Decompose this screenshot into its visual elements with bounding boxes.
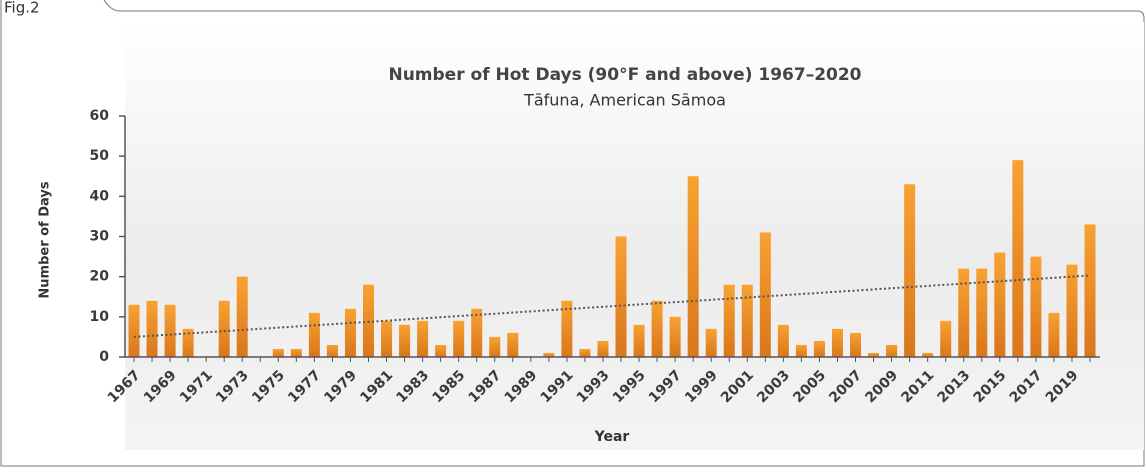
bar [850,332,862,357]
bar [1012,160,1024,357]
y-tick-label: 10 [90,309,110,325]
bar [471,308,483,357]
chart-title: Number of Hot Days (90°F and above) 1967… [388,65,861,85]
bar [326,344,338,357]
bar [831,328,843,357]
y-tick-label: 40 [90,188,110,204]
y-tick-label: 50 [90,148,110,164]
bar [236,276,248,357]
bar [1030,256,1042,357]
bar [687,176,699,357]
bar [579,348,591,357]
bar [164,304,176,357]
bar [759,232,771,357]
bar [489,336,501,357]
bar [651,300,663,357]
x-axis-label: Year [594,429,630,445]
chart-subtitle: Tāfuna, American Sāmoa [523,91,726,110]
bar [633,324,645,357]
y-tick-label: 60 [90,108,110,124]
y-tick-label: 20 [90,269,110,285]
bar [1084,224,1096,357]
chart-background [125,22,1144,450]
bar [507,332,519,357]
bar [868,352,880,357]
bar [940,320,952,357]
bar [795,344,807,357]
bar [669,316,681,357]
bar [1066,264,1078,357]
bar [272,348,284,357]
bar [813,340,825,357]
bar [958,268,970,357]
bar [453,320,465,357]
bar [543,352,555,357]
bar [399,324,411,357]
bar [741,284,753,357]
bar [435,344,447,357]
bar [417,320,429,357]
bar [290,348,302,357]
bar [1048,312,1060,357]
bar [705,328,717,357]
bar [344,308,356,357]
y-tick-label: 30 [90,229,110,245]
bar [904,184,916,357]
bar [381,320,393,357]
bar [777,324,789,357]
y-tick-label: 0 [99,349,109,365]
fig-label: Fig.2 [4,0,40,17]
bar [128,304,140,357]
bar [597,340,609,357]
trendline [133,274,1091,338]
bar [976,268,988,357]
bar [886,344,898,357]
bar [615,236,627,357]
bar [723,284,735,357]
bar [218,300,230,357]
y-axis-label: Number of Days [38,181,53,298]
bar [146,300,158,357]
bar [308,312,320,357]
bar [922,352,934,357]
bar [182,328,194,357]
bar [994,252,1006,357]
bar [561,300,573,357]
